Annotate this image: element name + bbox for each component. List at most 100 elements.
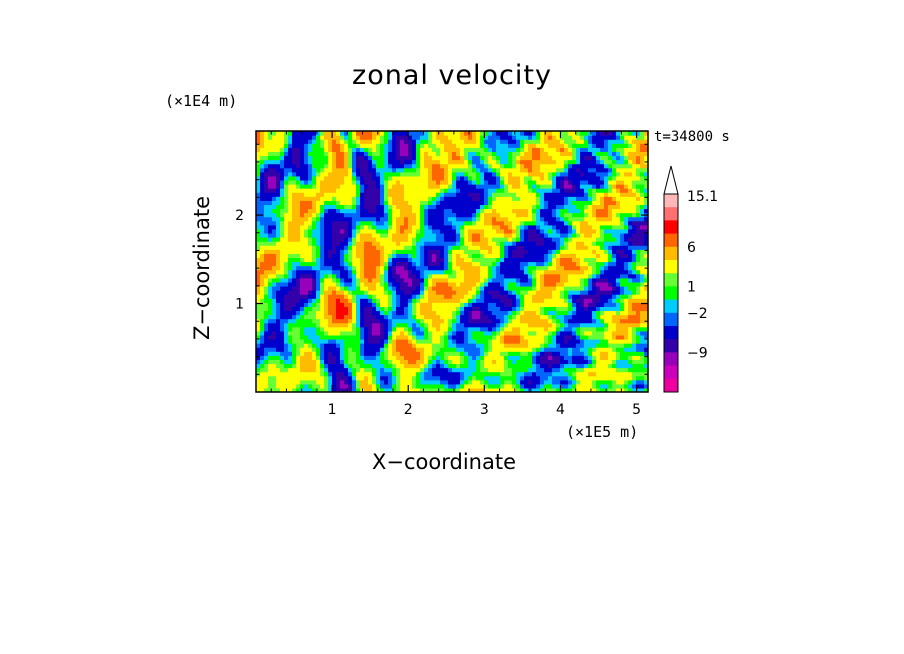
- field-cell: [296, 326, 301, 332]
- field-cell: [368, 200, 373, 206]
- field-cell: [288, 200, 293, 206]
- field-cell: [392, 184, 397, 189]
- field-cell: [376, 367, 381, 373]
- field-cell: [376, 306, 381, 312]
- field-cell: [440, 290, 445, 295]
- field-cell: [260, 387, 265, 392]
- field-cell: [556, 269, 561, 275]
- field-cell: [348, 359, 353, 365]
- field-cell: [564, 245, 569, 250]
- field-cell: [500, 363, 505, 369]
- field-cell: [348, 131, 353, 136]
- field-cell: [320, 220, 325, 226]
- field-cell: [436, 253, 441, 259]
- field-cell: [532, 220, 537, 226]
- field-cell: [420, 237, 425, 242]
- field-cell: [492, 306, 497, 312]
- field-cell: [272, 204, 277, 210]
- field-cell: [416, 330, 421, 336]
- field-cell: [340, 212, 345, 218]
- field-cell: [324, 383, 329, 389]
- field-cell: [464, 200, 469, 206]
- field-cell: [460, 220, 465, 226]
- field-cell: [368, 359, 373, 365]
- field-cell: [352, 249, 357, 254]
- field-cell: [492, 208, 497, 214]
- field-cell: [404, 330, 409, 336]
- field-cell: [388, 359, 393, 365]
- field-cell: [456, 212, 461, 218]
- field-cell: [300, 224, 305, 230]
- field-cell: [360, 241, 365, 246]
- field-cell: [476, 204, 481, 210]
- field-cell: [340, 290, 345, 295]
- field-cell: [308, 387, 313, 392]
- field-cell: [544, 155, 549, 161]
- field-cell: [496, 143, 501, 148]
- field-cell: [260, 139, 265, 144]
- field-cell: [520, 249, 525, 254]
- field-cell: [424, 228, 429, 234]
- field-cell: [340, 241, 345, 246]
- field-cell: [312, 318, 317, 324]
- field-cell: [256, 355, 261, 360]
- field-cell: [368, 249, 373, 254]
- field-cell: [396, 298, 401, 303]
- field-cell: [556, 241, 561, 246]
- field-cell: [372, 302, 377, 307]
- field-cell: [532, 131, 537, 136]
- field-cell: [356, 179, 361, 185]
- field-cell: [484, 261, 489, 267]
- field-cell: [264, 159, 269, 165]
- field-cell: [376, 139, 381, 144]
- field-cell: [324, 131, 329, 136]
- field-cell: [548, 220, 553, 226]
- field-cell: [384, 383, 389, 389]
- field-cell: [484, 135, 489, 140]
- field-cell: [272, 285, 277, 291]
- field-cell: [392, 204, 397, 210]
- field-cell: [372, 159, 377, 165]
- field-cell: [512, 139, 517, 144]
- field-cell: [544, 306, 549, 312]
- field-cell: [316, 179, 321, 185]
- field-cell: [464, 338, 469, 344]
- field-cell: [496, 159, 501, 165]
- field-cell: [440, 285, 445, 291]
- field-cell: [264, 281, 269, 287]
- field-cell: [424, 179, 429, 185]
- field-cell: [456, 175, 461, 181]
- field-cell: [340, 232, 345, 238]
- field-cell: [308, 314, 313, 320]
- field-cell: [396, 224, 401, 230]
- field-cell: [548, 387, 553, 392]
- field-cell: [508, 192, 513, 197]
- field-cell: [500, 269, 505, 275]
- field-cell: [484, 220, 489, 226]
- field-cell: [336, 212, 341, 218]
- field-cell: [516, 269, 521, 275]
- field-cell: [528, 383, 533, 389]
- field-cell: [532, 261, 537, 267]
- field-cell: [404, 131, 409, 136]
- field-cell: [260, 306, 265, 312]
- field-cell: [292, 212, 297, 218]
- field-cell: [344, 257, 349, 263]
- field-cell: [432, 163, 437, 169]
- field-cell: [356, 375, 361, 381]
- field-cell: [540, 220, 545, 226]
- field-cell: [268, 375, 273, 381]
- field-cell: [316, 192, 321, 197]
- field-cell: [340, 261, 345, 267]
- field-cell: [544, 318, 549, 324]
- field-cell: [452, 204, 457, 210]
- field-cell: [464, 314, 469, 320]
- field-cell: [332, 318, 337, 324]
- field-cell: [552, 171, 557, 177]
- field-cell: [320, 179, 325, 185]
- field-cell: [256, 155, 261, 161]
- field-cell: [512, 367, 517, 373]
- field-cell: [296, 139, 301, 144]
- field-cell: [480, 367, 485, 373]
- field-cell: [312, 257, 317, 263]
